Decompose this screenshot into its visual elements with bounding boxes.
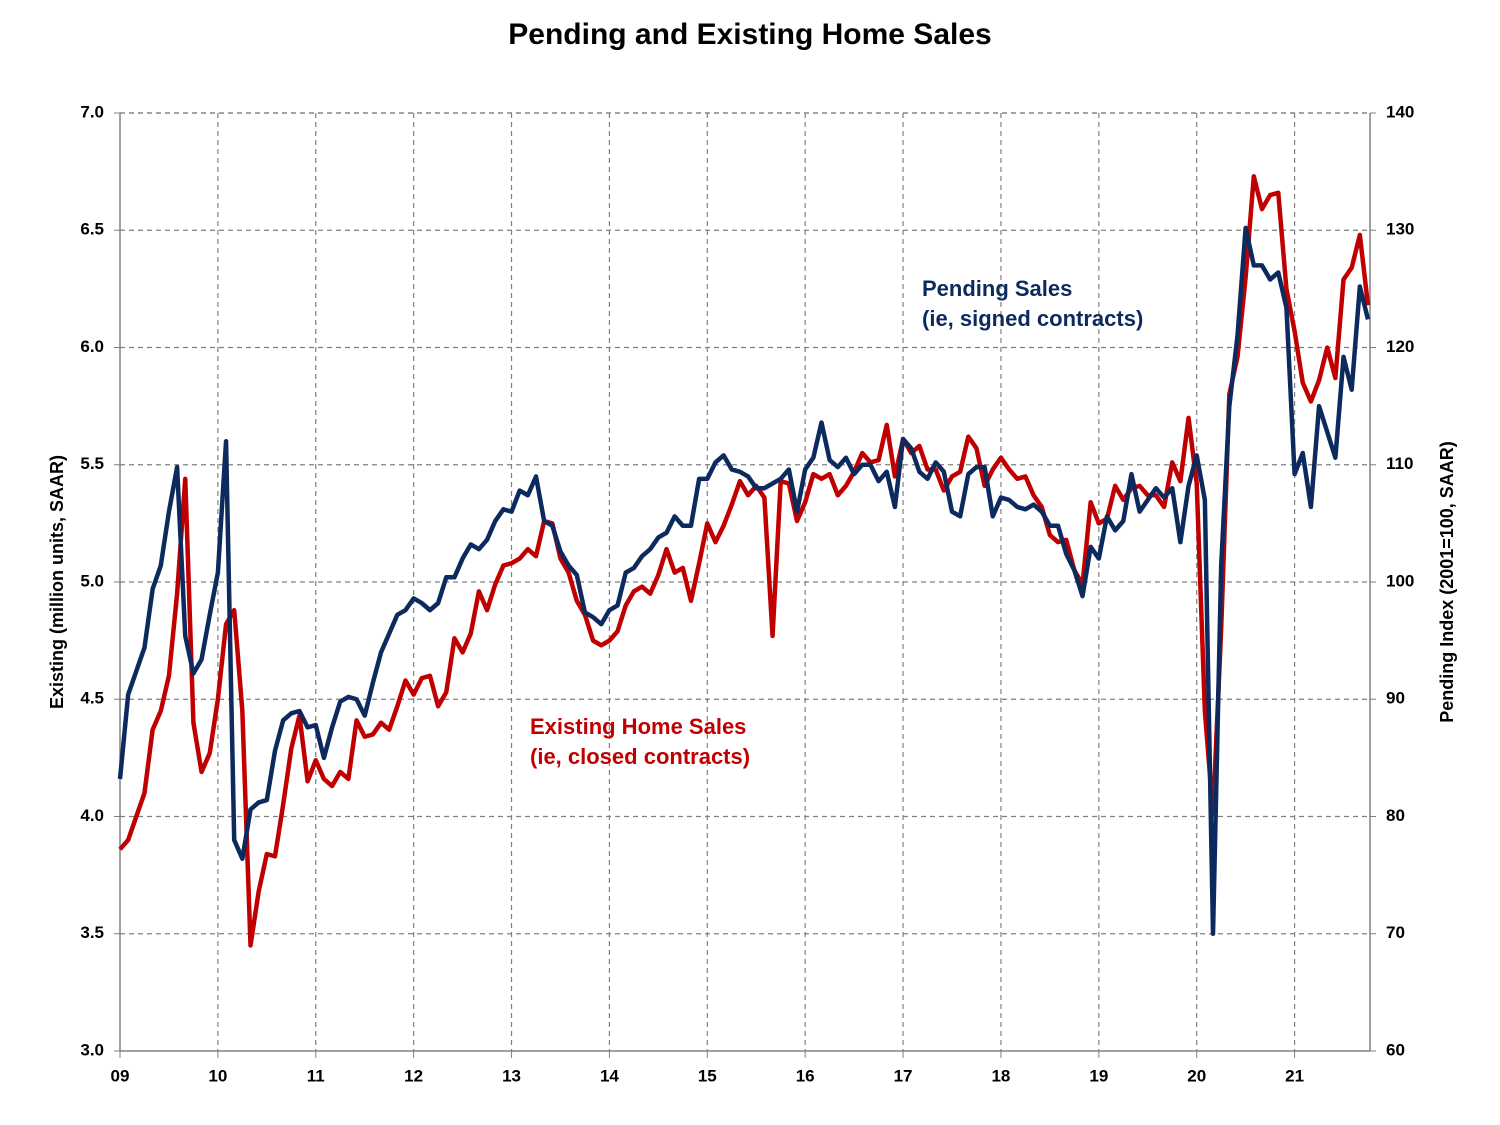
x-tick-label: 17: [894, 1066, 913, 1085]
y2-axis-title: Pending Index (2001=100, SAAR): [1437, 441, 1457, 723]
series-note: (ie, closed contracts): [530, 744, 750, 769]
x-tick-label: 15: [698, 1066, 717, 1085]
series-note: (ie, signed contracts): [922, 306, 1143, 331]
y-tick-label: 3.0: [80, 1040, 104, 1059]
y2-tick-label: 80: [1386, 806, 1405, 825]
x-tick-label: 11: [307, 1066, 325, 1085]
y-tick-label: 7.0: [80, 102, 104, 121]
y2-tick-label: 140: [1386, 102, 1414, 121]
x-tick-label: 09: [111, 1066, 130, 1085]
x-tick-label: 21: [1285, 1066, 1304, 1085]
x-tick-label: 12: [404, 1066, 423, 1085]
y2-tick-label: 100: [1386, 571, 1414, 590]
y2-tick-label: 90: [1386, 689, 1405, 708]
series-line: [117, 225, 1371, 936]
x-tick-label: 19: [1089, 1066, 1108, 1085]
series-label: Pending Sales: [922, 276, 1072, 301]
y-tick-label: 4.0: [80, 806, 104, 825]
chart-title: Pending and Existing Home Sales: [508, 18, 991, 51]
x-tick-label: 20: [1187, 1066, 1206, 1085]
y2-tick-label: 120: [1386, 337, 1414, 356]
x-tick-label: 14: [600, 1066, 619, 1085]
y-tick-label: 3.5: [80, 923, 104, 942]
y-tick-label: 5.5: [80, 454, 104, 473]
y2-tick-label: 70: [1386, 923, 1405, 942]
y-tick-label: 4.5: [80, 689, 104, 708]
y-axis-title: Existing (million units, SAAR): [47, 455, 67, 709]
x-tick-label: 16: [796, 1066, 815, 1085]
x-tick-label: 13: [502, 1066, 521, 1085]
y2-tick-label: 60: [1386, 1040, 1405, 1059]
y-tick-label: 5.0: [80, 571, 104, 590]
x-tick-label: 10: [208, 1066, 227, 1085]
x-tick-label: 18: [991, 1066, 1010, 1085]
y2-tick-label: 130: [1386, 220, 1414, 239]
y-tick-label: 6.5: [80, 220, 104, 239]
y2-tick-label: 110: [1386, 454, 1413, 473]
series-line: [118, 174, 1371, 948]
y-tick-label: 6.0: [80, 337, 104, 356]
series-label: Existing Home Sales: [530, 714, 746, 739]
